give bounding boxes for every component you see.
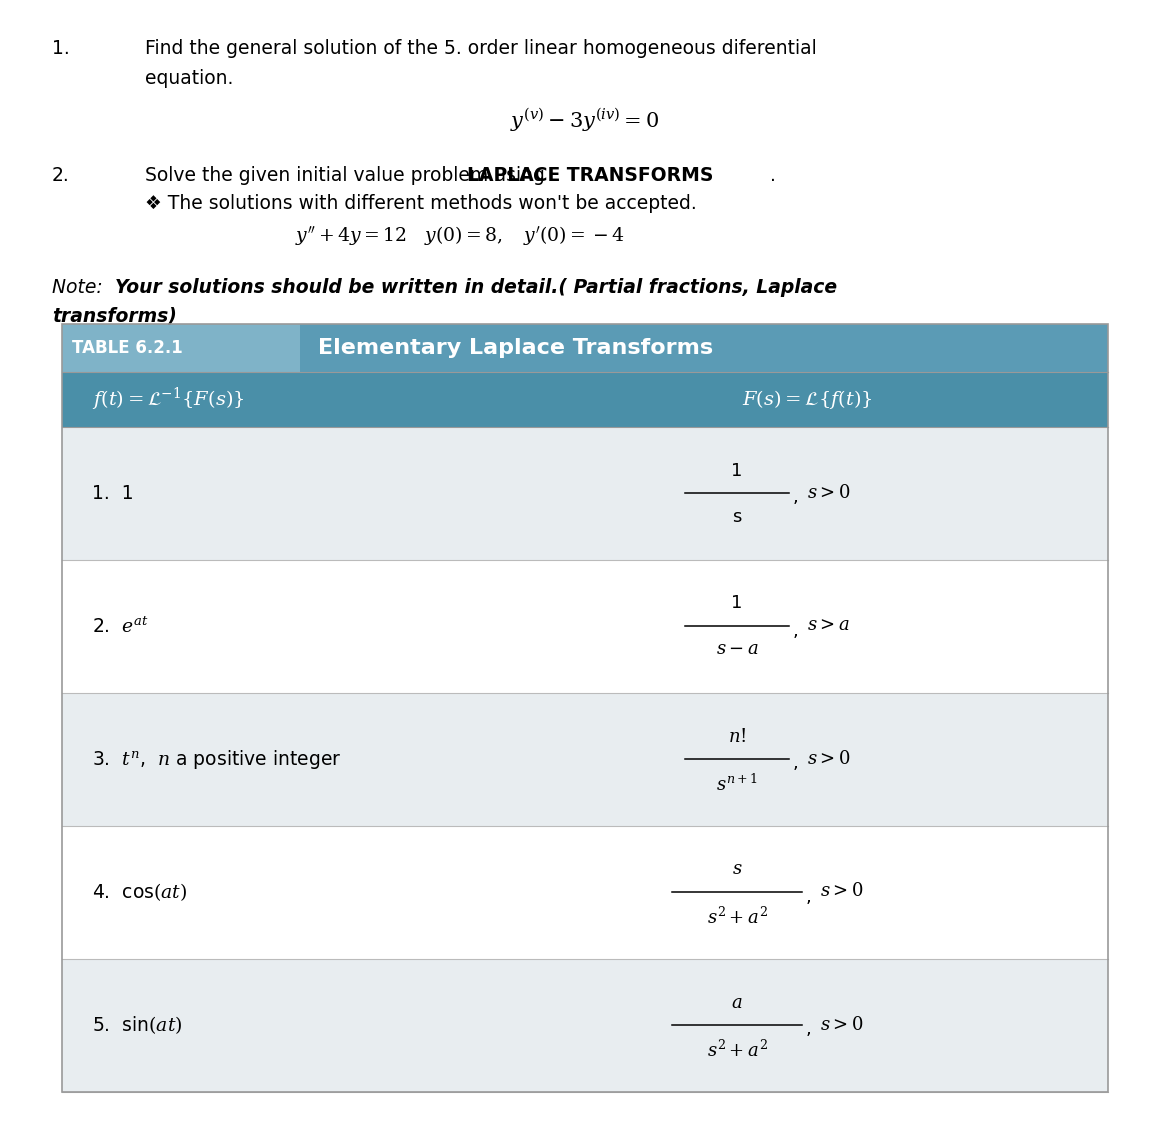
Text: ❖ The solutions with different methods won't be accepted.: ❖ The solutions with different methods w… [145, 194, 697, 213]
Bar [62, 693, 1108, 826]
Text: 2.  $e^{at}$: 2. $e^{at}$ [92, 617, 149, 636]
Text: Your solutions should be written in detail.( Partial fractions, Laplace: Your solutions should be written in deta… [115, 278, 837, 297]
Text: $s > 0$: $s > 0$ [807, 750, 851, 768]
Text: ,: , [793, 754, 799, 772]
Text: 2.: 2. [51, 166, 70, 185]
Text: Note:: Note: [51, 278, 109, 297]
Text: ,: , [806, 888, 812, 906]
Text: Find the general solution of the 5. order linear homogeneous diferential: Find the general solution of the 5. orde… [145, 39, 817, 58]
Text: 5.  sin$(at)$: 5. sin$(at)$ [92, 1015, 183, 1036]
Text: $s > 0$: $s > 0$ [807, 483, 851, 501]
Text: $s > 0$: $s > 0$ [820, 882, 863, 900]
Text: 1: 1 [731, 594, 743, 612]
Text: $s$: $s$ [731, 861, 742, 879]
Bar [62, 372, 1108, 428]
Text: ,: , [806, 1021, 812, 1039]
Text: $y'' + 4y = 12 \quad y(0) = 8, \quad y'(0) = -4$: $y'' + 4y = 12 \quad y(0) = 8, \quad y'(… [295, 225, 625, 247]
Text: 1: 1 [731, 462, 743, 480]
Text: s: s [732, 508, 742, 525]
Text: ,: , [793, 621, 799, 640]
Text: $s^2 + a^2$: $s^2 + a^2$ [707, 1040, 768, 1060]
Text: 4.  cos$(at)$: 4. cos$(at)$ [92, 881, 187, 904]
Text: TABLE 6.2.1: TABLE 6.2.1 [73, 339, 183, 357]
Text: ,: , [793, 489, 799, 507]
Text: $n!$: $n!$ [728, 728, 746, 745]
Text: $F(s) = \mathcal{L}\{f(t)\}$: $F(s) = \mathcal{L}\{f(t)\}$ [742, 388, 873, 411]
Text: transforms): transforms) [51, 306, 177, 325]
Text: 3.  $t^{n}$,  $n$ a positive integer: 3. $t^{n}$, $n$ a positive integer [92, 748, 342, 771]
Bar [62, 560, 1108, 693]
Text: .: . [770, 166, 776, 185]
Text: $s^2 + a^2$: $s^2 + a^2$ [707, 906, 768, 928]
Text: $s^{n+1}$: $s^{n+1}$ [716, 773, 758, 795]
Text: Solve the given initial value problem using: Solve the given initial value problem us… [145, 166, 551, 185]
Bar [62, 428, 1108, 560]
Text: 1.  1: 1. 1 [92, 484, 133, 503]
Text: Elementary Laplace Transforms: Elementary Laplace Transforms [318, 338, 714, 358]
Text: LAPLACE TRANSFORMS: LAPLACE TRANSFORMS [467, 166, 714, 185]
Text: $s > 0$: $s > 0$ [820, 1016, 863, 1033]
Bar [62, 959, 1108, 1092]
Bar [300, 324, 1108, 372]
Bar [62, 826, 1108, 959]
Bar [62, 324, 1108, 1092]
Text: $s > a$: $s > a$ [807, 617, 849, 635]
Text: $a$: $a$ [731, 993, 743, 1012]
Text: $s - a$: $s - a$ [716, 641, 758, 659]
Text: $f(t) = \mathcal{L}^{-1}\{F(s)\}$: $f(t) = \mathcal{L}^{-1}\{F(s)\}$ [92, 386, 245, 413]
Text: $y^{(v)} - 3y^{(iv)} = 0$: $y^{(v)} - 3y^{(iv)} = 0$ [510, 107, 660, 134]
Text: equation.: equation. [145, 69, 233, 88]
Bar [62, 324, 300, 372]
Text: 1.: 1. [51, 39, 70, 58]
